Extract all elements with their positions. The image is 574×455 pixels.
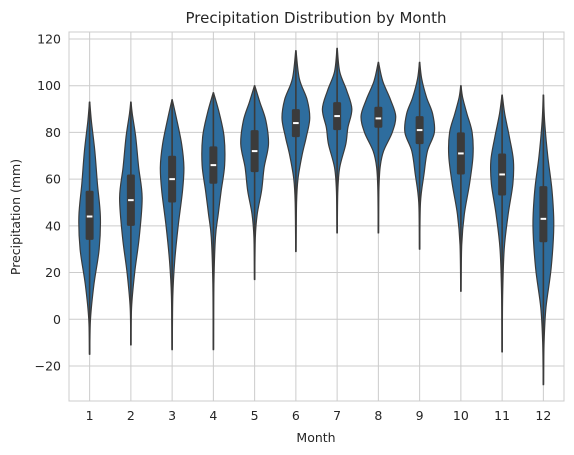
- violin-iqr-box: [539, 186, 548, 243]
- x-tick-label: 4: [209, 408, 217, 423]
- y-axis-label: Precipitation (mm): [8, 159, 23, 275]
- x-tick-label: 3: [168, 408, 176, 423]
- x-axis-label: Month: [296, 430, 335, 445]
- y-tick-labels: −20 0 20 40 60 80 100 120: [35, 32, 61, 374]
- y-tick-label: 100: [37, 78, 61, 93]
- y-tick-label: 20: [45, 265, 61, 280]
- x-tick-label: 6: [292, 408, 300, 423]
- chart-title: Precipitation Distribution by Month: [186, 9, 447, 27]
- y-tick-label: 0: [53, 312, 61, 327]
- y-tick-label: 60: [45, 172, 61, 187]
- y-tick-label: 80: [45, 125, 61, 140]
- x-tick-label: 12: [535, 408, 551, 423]
- x-tick-labels: 1 2 3 4 5 6 7 8 9 10 11 12: [86, 408, 552, 423]
- x-tick-label: 1: [86, 408, 94, 423]
- y-tick-label: 120: [37, 32, 61, 47]
- violin-iqr-box: [85, 190, 94, 240]
- y-tick-label: 40: [45, 218, 61, 233]
- x-tick-label: 10: [453, 408, 469, 423]
- violins: [78, 47, 555, 386]
- x-tick-label: 9: [416, 408, 424, 423]
- x-tick-label: 5: [251, 408, 259, 423]
- x-tick-label: 2: [127, 408, 135, 423]
- x-tick-label: 8: [374, 408, 382, 423]
- plot-area: [68, 31, 565, 402]
- violin-iqr-box: [374, 106, 383, 128]
- x-tick-label: 11: [494, 408, 510, 423]
- y-tick-label: −20: [35, 358, 61, 373]
- x-tick-label: 7: [333, 408, 341, 423]
